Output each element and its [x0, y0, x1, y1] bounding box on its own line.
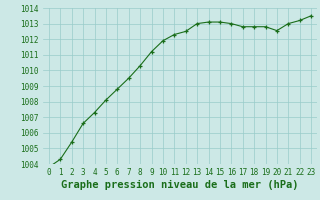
X-axis label: Graphe pression niveau de la mer (hPa): Graphe pression niveau de la mer (hPa)	[61, 180, 299, 190]
